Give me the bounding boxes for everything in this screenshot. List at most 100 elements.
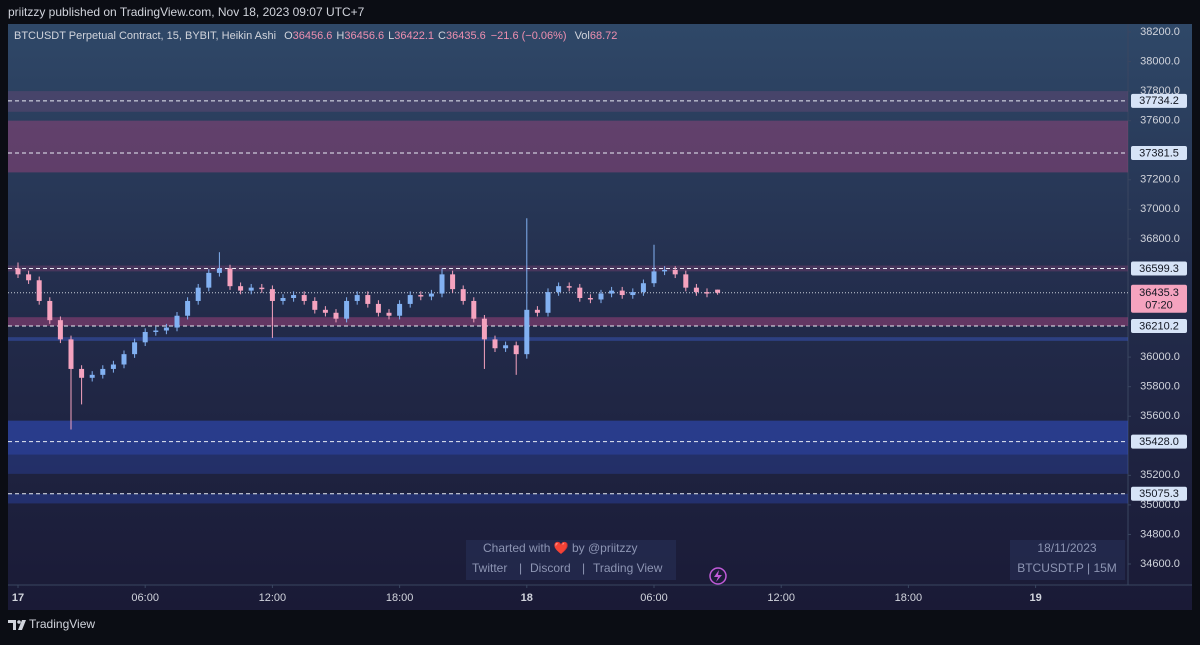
candle-body <box>344 300 350 319</box>
tradingview-logo[interactable] <box>8 620 26 630</box>
x-tick-label: 18:00 <box>386 592 414 604</box>
level-label: 37734.2 <box>1139 95 1179 107</box>
candle-body <box>386 312 392 316</box>
x-tick-label: 12:00 <box>767 592 795 604</box>
zone <box>8 317 1128 327</box>
candle-body <box>100 368 106 375</box>
candle-body <box>163 327 169 331</box>
candle-body <box>471 300 477 319</box>
last-price-box <box>1131 284 1187 313</box>
legend-value: 68.72 <box>590 30 618 42</box>
y-tick-label: 37200.0 <box>1140 174 1180 186</box>
candle-body <box>333 312 339 319</box>
candle-body <box>481 318 487 340</box>
candle-body <box>269 289 275 301</box>
level-label: 35428.0 <box>1139 436 1179 448</box>
candle-body <box>322 309 328 313</box>
candle-body <box>598 293 604 300</box>
level-label-box <box>1131 434 1187 449</box>
legend-change: −21.6 (−0.06%) <box>491 30 567 42</box>
lightning-icon[interactable] <box>709 567 727 585</box>
candle-body <box>216 268 222 273</box>
candle-body <box>280 298 286 301</box>
candle-body <box>227 268 233 287</box>
level-label: 35075.3 <box>1139 488 1179 500</box>
level-label-box <box>1131 261 1187 276</box>
candle-body <box>185 300 191 316</box>
y-tick-label: 36000.0 <box>1140 351 1180 363</box>
candle-body <box>418 295 424 297</box>
legend-label: C <box>438 30 446 42</box>
watermark-date: 18/11/2023 <box>1037 541 1096 555</box>
y-tick-label: 34800.0 <box>1140 528 1180 540</box>
candle-body <box>715 289 721 293</box>
candle-body <box>354 295 360 301</box>
last-price-label: 36435.3 <box>1139 287 1179 299</box>
chart-background <box>8 24 1192 610</box>
watermark-link[interactable]: Discord <box>530 561 571 575</box>
candle-body <box>524 309 530 355</box>
zone <box>8 120 1128 173</box>
y-tick-label: 38000.0 <box>1140 55 1180 67</box>
legend-value: 36422.1 <box>394 30 434 42</box>
candle-body <box>36 280 42 301</box>
candle-body <box>238 286 244 291</box>
watermark-link[interactable]: Twitter <box>472 561 507 575</box>
candle-body <box>460 289 466 301</box>
candle-body <box>630 292 636 296</box>
candle-body <box>248 287 254 291</box>
y-tick-label: 37000.0 <box>1140 203 1180 215</box>
watermark-link[interactable]: Trading View <box>593 561 663 575</box>
level-label-box <box>1131 145 1187 160</box>
publish-info: priitzzy published on TradingView.com, N… <box>8 5 365 19</box>
candle-body <box>110 364 116 369</box>
watermark-box <box>466 540 676 580</box>
legend-symbol: BTCUSDT Perpetual Contract, 15, BYBIT, H… <box>14 30 276 42</box>
legend-label: H <box>336 30 344 42</box>
y-tick-label: 35800.0 <box>1140 381 1180 393</box>
candle-body <box>206 272 212 288</box>
candle-body <box>153 330 159 332</box>
watermark-symbol: BTCUSDT.P | 15M <box>1017 561 1117 575</box>
footer-brand[interactable]: TradingView <box>29 617 95 631</box>
candle-body <box>439 274 445 294</box>
candle-body <box>587 298 593 300</box>
x-tick-label: 17 <box>12 592 24 604</box>
zone <box>8 493 1128 504</box>
level-label-box <box>1131 486 1187 501</box>
legend-value: 36456.6 <box>293 30 333 42</box>
watermark-credit: Charted with ❤️ by @priitzzy <box>483 541 638 555</box>
candle-body <box>566 286 572 288</box>
x-tick-label: 06:00 <box>131 592 159 604</box>
x-tick-label: 19 <box>1029 592 1041 604</box>
zone <box>8 454 1128 474</box>
candle-body <box>15 268 21 275</box>
y-tick-label: 38200.0 <box>1140 26 1180 38</box>
candle-body <box>407 295 413 304</box>
candle-body <box>513 345 519 355</box>
candle-body <box>693 287 699 293</box>
x-tick-label: 12:00 <box>259 592 287 604</box>
y-tick-label: 36800.0 <box>1140 233 1180 245</box>
level-label-box <box>1131 93 1187 108</box>
candle-body <box>89 374 95 378</box>
candle-body <box>704 292 710 294</box>
candle-body <box>174 315 180 328</box>
zone <box>8 337 1128 341</box>
y-tick-label: 35600.0 <box>1140 410 1180 422</box>
candle-body <box>619 290 625 296</box>
x-tick-label: 18 <box>521 592 533 604</box>
candle-body <box>609 290 615 294</box>
candle-body <box>312 300 318 310</box>
level-label-box <box>1131 319 1187 334</box>
candle-body <box>534 309 540 313</box>
legend-value: 36435.6 <box>446 30 486 42</box>
candle-body <box>577 287 583 298</box>
candle-body <box>672 269 678 275</box>
y-tick-label: 34600.0 <box>1140 558 1180 570</box>
level-label: 36210.2 <box>1139 320 1179 332</box>
y-tick-label: 37600.0 <box>1140 115 1180 127</box>
legend: BTCUSDT Perpetual Contract, 15, BYBIT, H… <box>14 30 617 42</box>
y-tick-label: 35200.0 <box>1140 469 1180 481</box>
